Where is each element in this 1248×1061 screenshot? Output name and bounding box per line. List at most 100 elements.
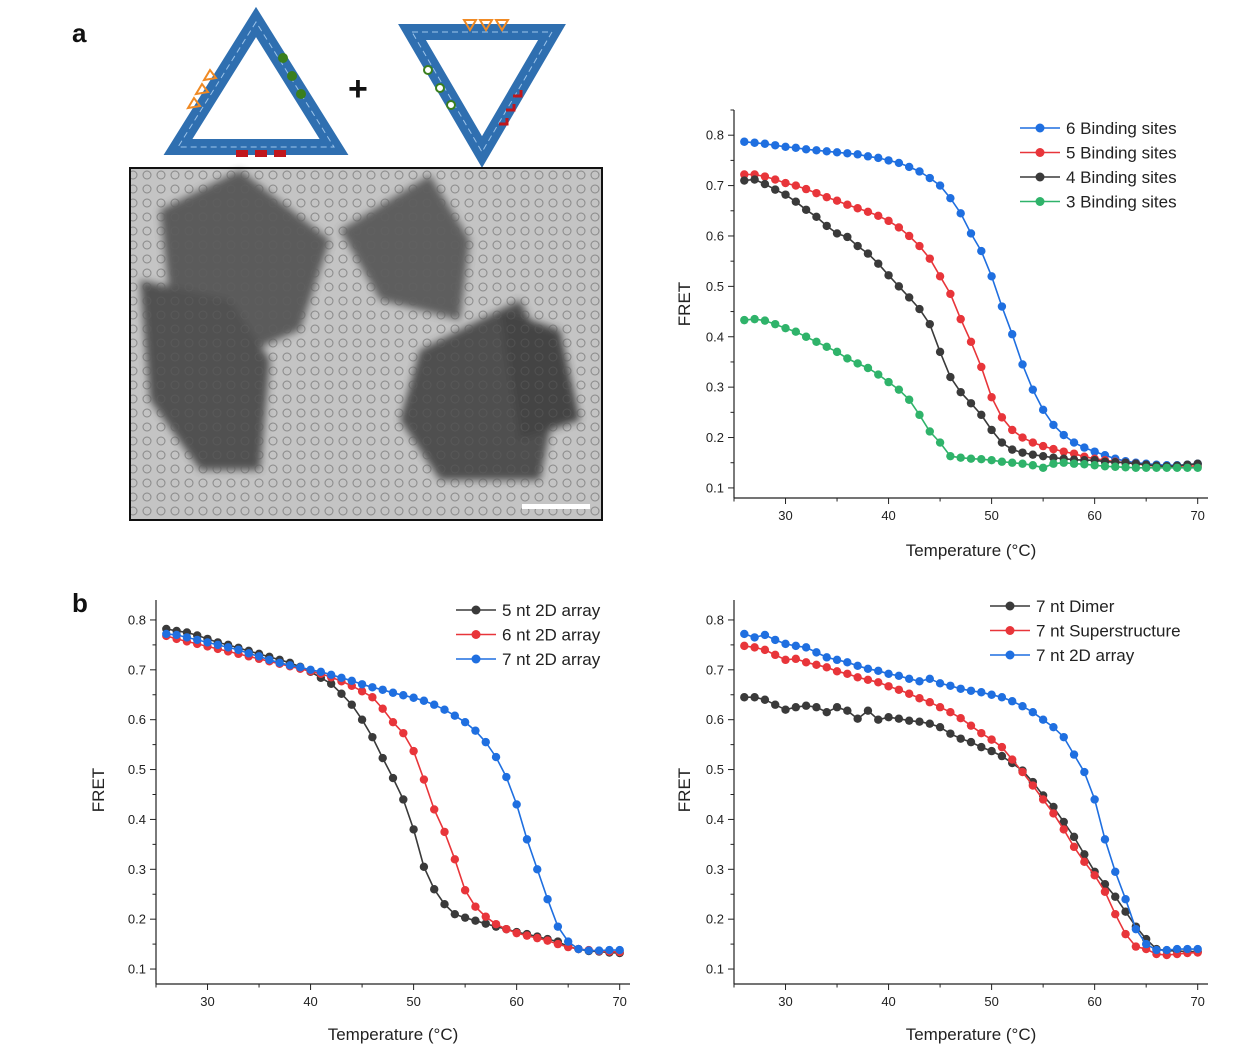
data-point [409, 746, 418, 756]
data-point [460, 913, 470, 922]
data-point [987, 690, 996, 699]
x-tick-label: 40 [303, 994, 317, 1009]
data-point [594, 946, 604, 955]
series-7-nt-2d-array [740, 629, 1202, 955]
legend-label: 7 nt 2D array [1036, 646, 1135, 665]
data-point [1090, 461, 1099, 470]
data-point [326, 670, 336, 680]
origami-triangle-down-icon [398, 19, 566, 168]
x-tick-label: 30 [778, 994, 792, 1009]
y-tick-label: 0.4 [706, 812, 724, 827]
data-point [491, 752, 501, 762]
y-tick-label: 0.6 [128, 712, 146, 727]
data-point [368, 683, 377, 692]
data-point [843, 149, 852, 158]
data-point [966, 399, 976, 408]
chart-binding-sites: 30 40 50 60 70 0.1 0.2 0.3 0.4 0.5 0.6 0.7 0.8 Temper… [675, 109, 1208, 560]
data-point [843, 658, 852, 667]
data-point [337, 689, 346, 698]
electron-micrograph [129, 167, 603, 521]
legend-label: 7 nt Superstructure [1036, 622, 1181, 641]
data-point [574, 944, 583, 954]
data-point [1152, 463, 1161, 472]
data-point [533, 865, 542, 874]
y-tick-label: 0.4 [706, 329, 724, 344]
origami-triangle-up-icon [163, 6, 349, 157]
data-point [223, 643, 233, 652]
y-tick-label: 0.8 [128, 612, 146, 627]
data-point [1152, 945, 1161, 955]
data-point [925, 427, 934, 436]
data-point [904, 293, 914, 302]
data-point [781, 178, 790, 188]
data-point [553, 922, 563, 931]
data-point [1131, 942, 1141, 951]
data-point [791, 641, 801, 651]
data-point [935, 272, 945, 281]
data-point [740, 137, 749, 146]
data-point [843, 232, 852, 242]
legend-marker [1005, 650, 1015, 660]
data-point [1111, 909, 1120, 919]
data-point [306, 665, 315, 675]
data-point [1141, 939, 1151, 949]
data-point [977, 362, 986, 372]
data-point [1028, 450, 1038, 459]
data-point [966, 721, 976, 730]
chart-nt-2d-array: 30 40 50 60 70 0.1 0.2 0.3 0.4 0.5 0.6 0.7 0.8 Temper… [89, 600, 630, 1044]
data-point [1018, 702, 1027, 711]
data-point [1049, 802, 1058, 812]
data-point [884, 216, 893, 226]
data-point [740, 315, 749, 325]
data-point [244, 649, 253, 658]
data-point [440, 900, 449, 909]
data-point [440, 705, 449, 714]
legend-label: 5 nt 2D array [502, 601, 601, 620]
data-point [357, 715, 367, 724]
data-point [832, 347, 842, 357]
data-point [863, 363, 873, 373]
legend-marker [471, 654, 481, 664]
data-point [822, 192, 831, 202]
data-point [966, 337, 976, 346]
y-tick-label: 0.6 [706, 712, 724, 727]
data-point [760, 645, 770, 655]
data-point [368, 732, 377, 742]
y-axis-title: FRET [89, 768, 108, 812]
data-point [904, 395, 914, 404]
data-point [1059, 817, 1068, 827]
x-tick-label: 30 [200, 994, 214, 1009]
data-point [781, 323, 790, 333]
data-point [1162, 463, 1171, 472]
data-point [997, 742, 1007, 752]
series-5-binding-sites [740, 170, 1202, 471]
x-axis-title: Temperature (°C) [328, 1025, 459, 1044]
series-5-nt-2d-array [162, 624, 624, 958]
data-point [977, 410, 986, 420]
data-point [1111, 462, 1120, 471]
data-point [822, 342, 831, 352]
data-point [801, 205, 811, 214]
y-tick-label: 0.4 [128, 812, 146, 827]
data-point [740, 693, 749, 702]
y-tick-label: 0.3 [706, 380, 724, 395]
data-point [388, 717, 398, 727]
data-point [1049, 420, 1058, 430]
data-point [946, 451, 955, 461]
data-point [925, 719, 934, 728]
legend-marker [1035, 123, 1045, 133]
data-point [1018, 459, 1027, 468]
data-point [1049, 444, 1058, 454]
data-point [863, 664, 873, 674]
data-point [1038, 451, 1048, 461]
data-point [1059, 825, 1068, 834]
data-point [409, 825, 418, 834]
series-line [744, 173, 1198, 468]
data-point [801, 701, 811, 710]
data-point [471, 902, 480, 911]
data-point [925, 698, 934, 707]
data-point [1008, 425, 1017, 435]
data-point [357, 680, 367, 689]
y-tick-label: 0.6 [706, 228, 724, 243]
